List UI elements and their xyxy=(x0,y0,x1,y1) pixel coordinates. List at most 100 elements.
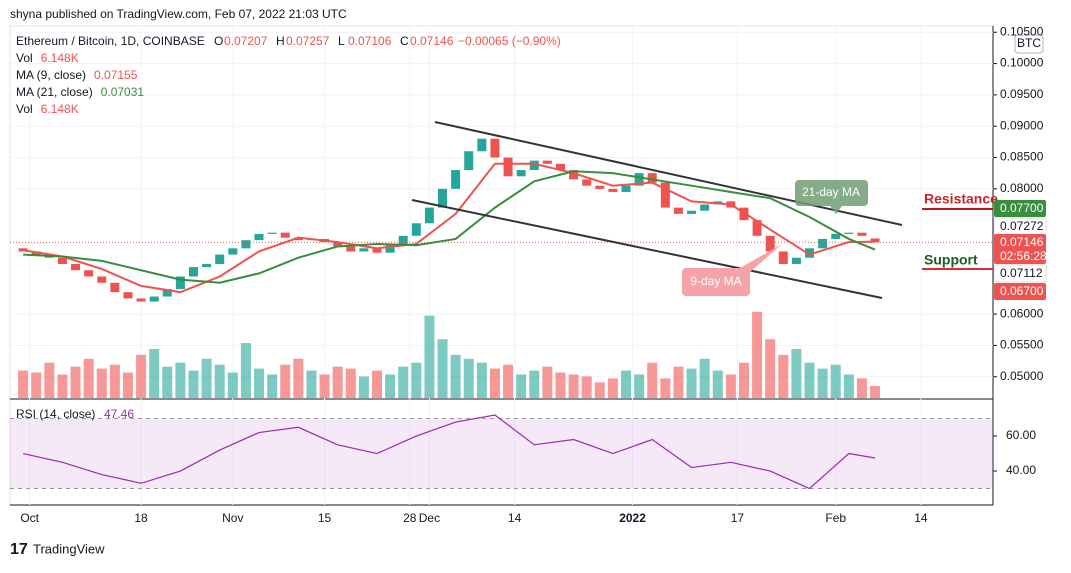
rsi-band xyxy=(10,418,993,489)
x-tick-label: 15 xyxy=(318,511,332,525)
y-tick-label: 0.05000 xyxy=(1000,369,1044,383)
y-tick-label: 0.08500 xyxy=(1000,150,1044,164)
rsi-value: 47.46 xyxy=(104,407,134,421)
candle-body xyxy=(818,238,828,249)
y-tick-label: 60.00 xyxy=(1006,428,1036,442)
countdown: 02:56:28 xyxy=(1000,249,1047,263)
volume-bar xyxy=(529,370,540,398)
volume-bar xyxy=(765,339,776,398)
currency-box[interactable] xyxy=(1014,34,1044,54)
volume-bar xyxy=(83,358,94,398)
x-tick-label: Oct xyxy=(20,511,39,525)
x-tick-label: 2022 xyxy=(619,511,646,525)
ma-line xyxy=(22,162,876,294)
volume-bar xyxy=(699,358,710,398)
y-tick-label: 0.09000 xyxy=(1000,118,1044,132)
candle-body xyxy=(451,170,461,189)
candle-body xyxy=(477,138,487,152)
volume-bar xyxy=(503,364,514,398)
volume-bar xyxy=(738,362,749,398)
volume-bar xyxy=(162,366,173,398)
volume-bar xyxy=(411,362,422,398)
y-tick-label: 0.06000 xyxy=(1000,306,1044,320)
candle-body xyxy=(123,292,133,299)
ohlc-label: H xyxy=(276,34,285,48)
candle-body xyxy=(280,232,290,238)
ohlc-value: 0.07106 xyxy=(348,34,392,48)
volume-bar xyxy=(634,374,645,398)
candle-body xyxy=(202,263,212,268)
candle-body xyxy=(188,267,198,277)
candle-body xyxy=(411,223,421,236)
indicator-name: Vol xyxy=(16,102,33,116)
annotation: Resistance xyxy=(924,191,998,207)
volume-bar xyxy=(175,362,186,398)
candle-body xyxy=(555,163,565,171)
volume-bar xyxy=(804,362,815,398)
candle-body xyxy=(660,182,670,208)
volume-bar xyxy=(607,378,618,398)
price-tag-label: 0.07146 xyxy=(1000,235,1044,249)
candle-body xyxy=(18,248,28,252)
indicator-name: Vol xyxy=(16,51,33,65)
x-tick-label: Nov xyxy=(222,511,243,525)
x-tick-label: 17 xyxy=(731,511,745,525)
volume-bar xyxy=(450,354,461,398)
ma21-callout xyxy=(795,180,868,206)
volume-bar xyxy=(712,370,723,398)
candle-body xyxy=(97,276,107,283)
volume-bar xyxy=(555,372,566,398)
volume-bar xyxy=(136,354,147,398)
indicator-value: 0.07155 xyxy=(94,68,138,82)
candle-body xyxy=(687,210,697,214)
volume-bar xyxy=(18,370,29,398)
volume-bar xyxy=(424,315,435,398)
candle-body xyxy=(385,245,395,253)
indicator-value: 6.148K xyxy=(41,51,79,65)
candle-body xyxy=(490,138,500,158)
candle-body xyxy=(84,270,94,277)
annotation: 9-day MA xyxy=(690,274,741,288)
x-tick-label: 18 xyxy=(134,511,148,525)
candle-body xyxy=(857,232,867,236)
volume-bar xyxy=(752,311,763,398)
candle-body xyxy=(831,233,841,239)
annotation: Support xyxy=(924,252,978,268)
volume-bar xyxy=(293,358,304,398)
volume-bar xyxy=(686,368,697,398)
candle-body xyxy=(765,235,775,252)
volume-bar xyxy=(476,362,487,398)
volume-bar xyxy=(568,374,579,398)
candle-body xyxy=(608,188,618,192)
volume-bar xyxy=(306,370,317,398)
volume-bar xyxy=(489,368,500,398)
y-tick-label: 0.08000 xyxy=(1000,181,1044,195)
ohlc-value: 0.07146 xyxy=(410,34,454,48)
x-tick-label: 14 xyxy=(508,511,522,525)
candle-body xyxy=(621,185,631,192)
indicator-value: 6.148K xyxy=(41,102,79,116)
candle-body xyxy=(569,170,579,180)
ma9-pointer xyxy=(740,244,782,272)
volume-bar xyxy=(673,366,684,398)
indicator-name: MA (9, close) xyxy=(16,68,86,82)
volume-bar xyxy=(109,364,120,398)
y-tick-label: 0.10000 xyxy=(1000,56,1044,70)
volume-bar xyxy=(345,368,356,398)
indicator-value: 0.07031 xyxy=(101,85,145,99)
x-tick-label: 28 xyxy=(403,511,417,525)
volume-bar xyxy=(725,374,736,398)
price-tag xyxy=(993,264,1047,283)
currency: BTC xyxy=(1017,36,1041,50)
volume-bar xyxy=(817,368,828,398)
x-tick-label: Dec xyxy=(419,511,440,525)
candle-body xyxy=(228,248,238,255)
candle-body xyxy=(149,296,159,302)
candle-body xyxy=(595,185,605,189)
ma9-callout xyxy=(682,268,750,296)
volume-bar xyxy=(621,370,632,398)
candle-body xyxy=(110,282,120,293)
candle-body xyxy=(647,173,657,183)
volume-bar xyxy=(31,372,42,398)
